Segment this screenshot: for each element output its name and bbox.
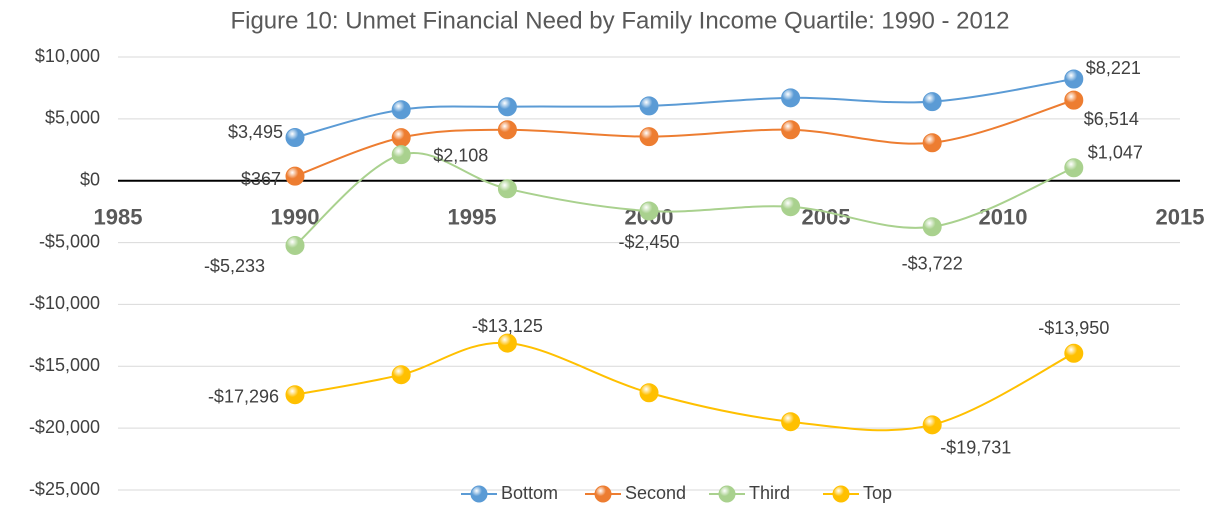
y-tick-label: -$25,000 — [29, 479, 100, 499]
y-tick-label: $10,000 — [35, 46, 100, 66]
point-marker — [285, 127, 305, 147]
point-marker — [391, 145, 411, 165]
data-label: $2,108 — [433, 145, 488, 165]
x-tick-label: 1990 — [271, 205, 320, 230]
point-marker — [1064, 158, 1084, 178]
data-label: $3,495 — [228, 122, 283, 142]
point-marker — [1064, 343, 1084, 363]
series-line — [294, 78, 1074, 139]
point-marker — [285, 235, 305, 255]
legend-marker — [832, 485, 850, 503]
point-marker — [922, 92, 942, 112]
point-marker — [781, 120, 801, 140]
data-label: $1,047 — [1088, 143, 1143, 163]
legend-label: Top — [863, 483, 892, 503]
series-line — [294, 152, 1075, 247]
data-label: -$2,450 — [618, 232, 679, 252]
data-label: -$13,125 — [472, 316, 543, 336]
data-label: $6,514 — [1084, 109, 1139, 129]
data-label: -$3,722 — [902, 254, 963, 274]
data-label: -$19,731 — [940, 438, 1011, 458]
x-tick-label: 2015 — [1156, 205, 1205, 230]
legend-marker — [470, 485, 488, 503]
data-label: -$17,296 — [208, 386, 279, 406]
legend-marker — [718, 485, 736, 503]
point-marker — [639, 96, 659, 116]
y-tick-label: -$5,000 — [39, 231, 100, 251]
point-marker — [922, 217, 942, 237]
series-line — [294, 99, 1075, 178]
point-marker — [391, 365, 411, 385]
legend-label: Second — [625, 483, 686, 503]
y-tick-label: -$10,000 — [29, 293, 100, 313]
y-tick-label: $0 — [80, 169, 100, 189]
point-marker — [639, 201, 659, 221]
point-marker — [639, 383, 659, 403]
x-tick-label: 1985 — [94, 205, 143, 230]
data-label: -$13,950 — [1038, 318, 1109, 338]
point-marker — [497, 179, 517, 199]
y-tick-label: -$15,000 — [29, 355, 100, 375]
point-marker — [922, 133, 942, 153]
chart-title: Figure 10: Unmet Financial Need by Famil… — [230, 7, 1009, 34]
point-marker — [391, 128, 411, 148]
point-marker — [1064, 90, 1084, 110]
x-tick-label: 1995 — [448, 205, 497, 230]
y-tick-label: -$20,000 — [29, 417, 100, 437]
point-marker — [497, 333, 517, 353]
series-line — [294, 341, 1075, 432]
data-label: $367 — [241, 169, 281, 189]
point-marker — [781, 412, 801, 432]
point-marker — [285, 166, 305, 186]
point-marker — [781, 88, 801, 108]
legend-label: Third — [749, 483, 790, 503]
point-marker — [639, 127, 659, 147]
point-marker — [285, 385, 305, 405]
point-marker — [781, 197, 801, 217]
x-tick-label: 2010 — [979, 205, 1028, 230]
point-marker — [1064, 69, 1084, 89]
legend-label: Bottom — [501, 483, 558, 503]
point-marker — [497, 120, 517, 140]
y-tick-label: $5,000 — [45, 108, 100, 128]
point-marker — [391, 100, 411, 120]
legend-marker — [594, 485, 612, 503]
data-label: -$5,233 — [204, 256, 265, 276]
point-marker — [497, 97, 517, 117]
point-marker — [922, 415, 942, 435]
data-label: $8,221 — [1086, 58, 1141, 78]
